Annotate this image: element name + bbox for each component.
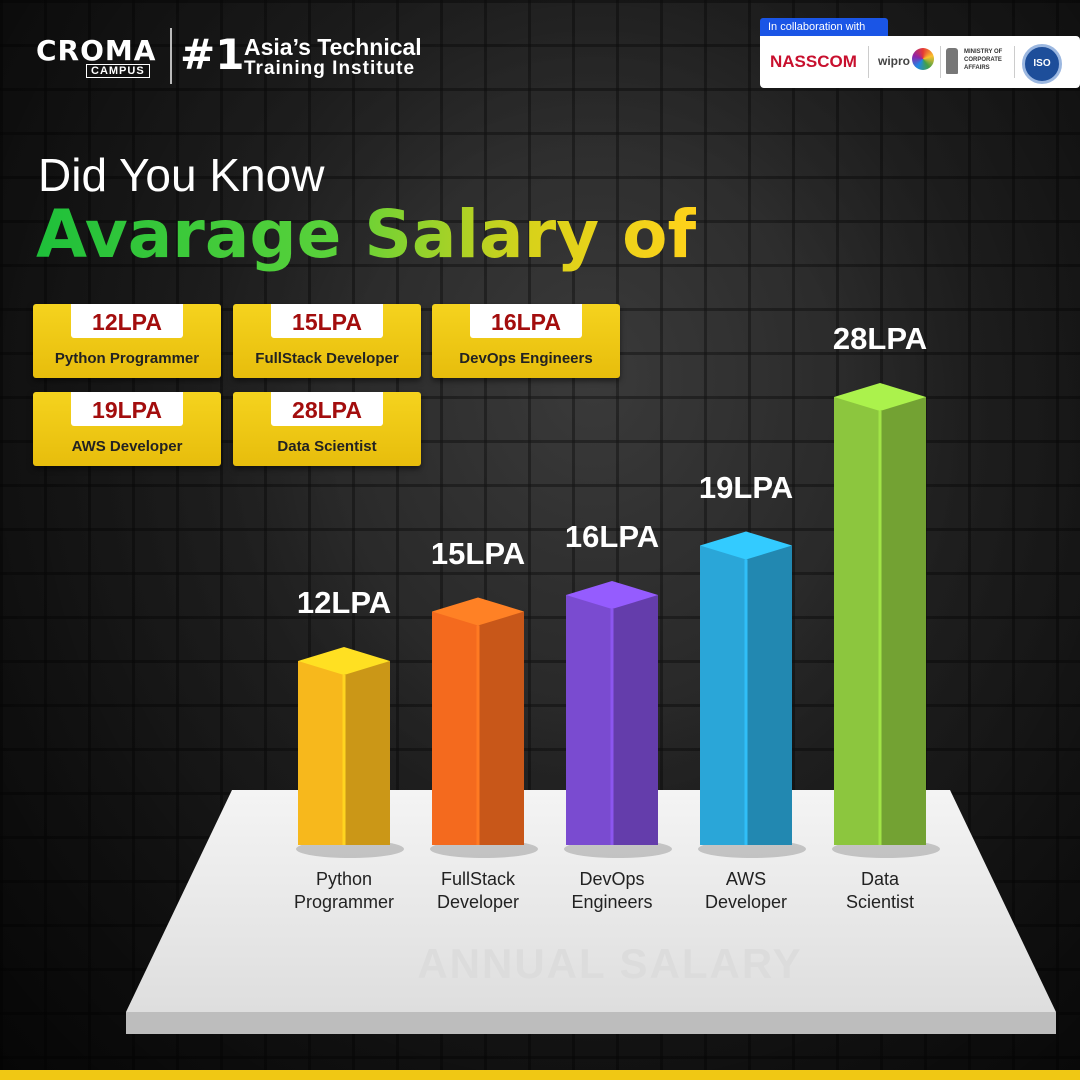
heading-line-2: Avarage Salary of	[36, 196, 697, 273]
bar-value-label: 19LPA	[698, 469, 794, 505]
bar-top	[700, 531, 792, 560]
rank-badge: #1	[180, 30, 245, 79]
logo-word: CROMA	[36, 34, 157, 67]
bar-face-left	[566, 595, 612, 845]
bar-category-line: Scientist	[845, 892, 915, 912]
platform-top	[126, 790, 1056, 1012]
bar-category-label: AWS Developer	[671, 868, 821, 914]
croma-logo: CROMA CAMPUS	[36, 30, 160, 78]
card-label: FullStack Developer	[255, 350, 399, 367]
bar-face-right	[880, 397, 926, 845]
bar-value-label: 15LPA	[430, 535, 526, 571]
partner-divider	[940, 46, 941, 78]
nasscom-logo: NASSCOM	[770, 52, 857, 71]
bar-category-line: Developer	[704, 892, 788, 912]
mca-logo: MINISTRY OF CORPORATE AFFAIRS	[964, 49, 1003, 71]
iso-logo: ISO	[1022, 44, 1062, 84]
card-value: 15LPA	[271, 304, 383, 338]
bar-top	[432, 597, 524, 626]
bar-value-label: 28LPA	[832, 321, 928, 356]
salary-card-data-scientist: 28LPA Data Scientist	[233, 392, 421, 466]
bar-top	[566, 581, 658, 609]
bar-group	[296, 383, 940, 858]
bar-face-left	[298, 661, 344, 845]
bar-value-label: 16LPA	[564, 519, 660, 554]
bar-face-right	[344, 661, 390, 845]
card-value: 19LPA	[71, 392, 183, 426]
bar-category-label: Data Scientist	[805, 868, 955, 914]
card-value: 16LPA	[470, 304, 582, 338]
card-label: AWS Developer	[71, 438, 183, 455]
partner-divider	[868, 46, 869, 78]
wipro-flower-icon	[912, 48, 934, 70]
axis-label: ANNUAL SALARY	[417, 940, 803, 987]
logo-sub: CAMPUS	[86, 64, 150, 78]
bar-face-left	[432, 611, 478, 845]
bar-category-line: Developer	[436, 892, 520, 912]
bottom-strip	[0, 1070, 1080, 1080]
tagline-line-2: Training Institute	[244, 58, 416, 79]
salary-card-devops: 16LPA DevOps Engineers	[432, 304, 620, 378]
bar-category-label: Python Programmer	[269, 868, 419, 914]
bar-face-right	[478, 611, 524, 845]
bar-category-line: Data	[860, 869, 900, 889]
bar-face-right	[612, 595, 658, 845]
bar-category-line: Engineers	[571, 892, 653, 912]
partner-logos: NASSCOM wipro MINISTRY OF CORPORATE AFFA…	[760, 36, 1080, 88]
salary-card-aws: 19LPA AWS Developer	[33, 392, 221, 466]
bar-top	[834, 383, 926, 411]
platform-front	[126, 1012, 1056, 1034]
card-value: 28LPA	[271, 392, 383, 426]
bar-top	[298, 647, 390, 675]
wipro-logo: wipro	[878, 54, 910, 68]
bar-category-line: DevOps	[579, 869, 645, 889]
bar-category-line: Programmer	[293, 892, 395, 912]
bar-category-label: DevOps Engineers	[537, 868, 687, 914]
heading-line-1: Did You Know	[38, 149, 325, 201]
national-emblem-icon	[946, 48, 958, 74]
salary-card-fullstack: 15LPA FullStack Developer	[233, 304, 421, 378]
bar-category-line: Python	[315, 869, 373, 889]
collab-label: In collaboration with	[760, 18, 888, 36]
header-divider	[170, 28, 172, 84]
bar-category-label: FullStack Developer	[403, 868, 553, 914]
bar-face-left	[700, 545, 746, 845]
bar-value-label: 12LPA	[296, 585, 392, 620]
bar-face-left	[834, 397, 880, 845]
bar-face-right	[746, 545, 792, 845]
card-label: Data Scientist	[277, 438, 377, 455]
bar-category-line: FullStack	[440, 869, 516, 889]
card-value: 12LPA	[71, 304, 183, 338]
card-label: DevOps Engineers	[459, 350, 593, 367]
card-label: Python Programmer	[54, 350, 200, 367]
bar-category-line: AWS	[725, 869, 767, 889]
partner-divider	[1014, 46, 1015, 78]
tagline-line-1: Asia’s Technical	[244, 34, 422, 60]
salary-card-python: 12LPA Python Programmer	[33, 304, 221, 378]
